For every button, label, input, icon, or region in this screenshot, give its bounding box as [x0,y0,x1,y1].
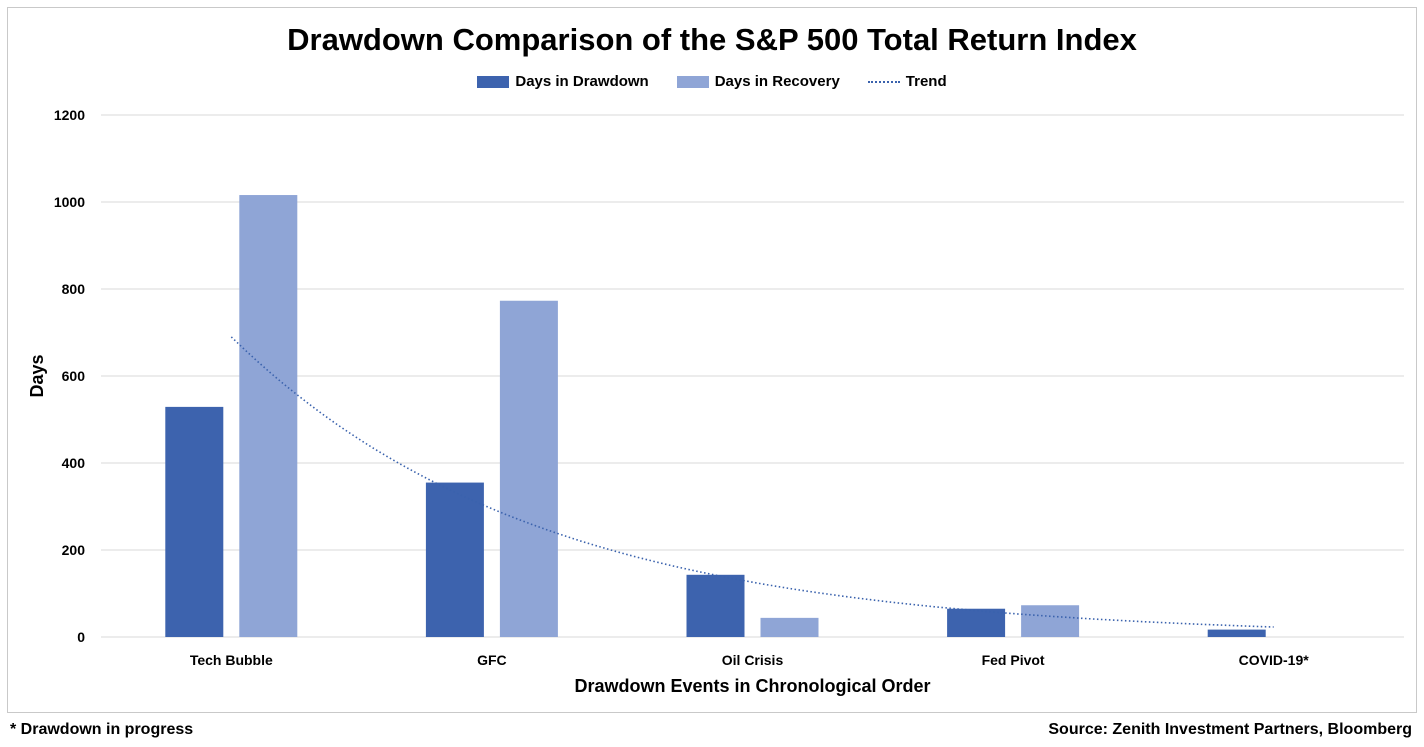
y-tick-label: 200 [62,542,86,558]
bar-recovery [239,195,298,638]
y-tick-label: 800 [62,281,86,297]
bar-recovery [760,617,819,637]
y-tick-label: 400 [62,455,86,471]
y-tick-label: 600 [62,368,86,384]
source-note: Source: Zenith Investment Partners, Bloo… [1048,721,1412,738]
legend-item-trend: Trend [867,73,947,90]
chart-title: Drawdown Comparison of the S&P 500 Total… [287,22,1137,57]
legend-label-drawdown: Days in Drawdown [515,73,649,90]
legend-item-recovery: Days in Recovery [676,73,840,90]
footnote: * Drawdown in progress [10,721,194,738]
bar-drawdown [165,406,224,637]
bar-drawdown [947,608,1006,637]
bar-recovery [1021,605,1080,637]
bar-drawdown [425,482,484,637]
x-tick-label: COVID-19* [1239,652,1310,668]
chart-legend: Days in Drawdown Days in Recovery Trend [0,73,1424,90]
legend-label-recovery: Days in Recovery [714,73,840,90]
y-tick-label: 1000 [54,194,85,210]
y-axis-title: Days [27,354,47,397]
trend-line [230,336,1274,628]
y-tick-label: 1200 [54,107,85,123]
x-tick-label: Tech Bubble [190,652,273,668]
bar-drawdown [686,574,745,637]
legend-swatch-trend [867,80,900,83]
legend-swatch-recovery [676,75,709,88]
bar-drawdown [1207,629,1266,637]
x-axis-title: Drawdown Events in Chronological Order [574,676,930,696]
bar-recovery [499,300,558,637]
legend-label-trend: Trend [905,73,947,90]
x-tick-label: Oil Crisis [722,652,784,668]
legend-swatch-drawdown [477,75,510,88]
x-tick-label: GFC [477,652,507,668]
x-tick-label: Fed Pivot [982,652,1045,668]
legend-item-drawdown: Days in Drawdown [477,73,649,90]
y-tick-label: 0 [77,629,85,645]
